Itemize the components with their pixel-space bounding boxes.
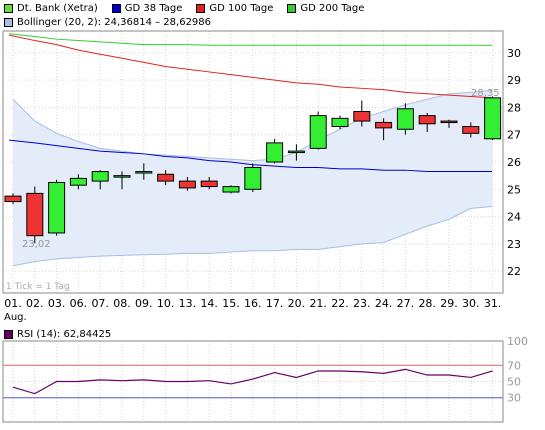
candle-body [48,181,66,234]
x-tick-label: 15. [222,297,240,310]
x-tick-label: 24. [375,297,393,310]
x-tick-label: 07. [91,297,109,310]
candle-body [287,150,305,154]
legend-gd100-swatch [196,3,206,13]
x-tick-labels: 01. 02. 03. 06. 07. 08. 09. 10. 13. 14. 15. 16. 17. 2… [4,297,501,310]
x-tick-label: 13. [179,297,197,310]
max-label: 28,35 [471,88,500,99]
candle-body [91,171,109,182]
y-tick-label: 27 [507,129,521,142]
rsi-tick-label: 100 [507,335,528,348]
y-tick-label: 24 [507,211,521,224]
legend-rsi-item: RSI (14): 62,84425 [4,329,111,340]
candle-body [331,117,349,128]
y-tick-label: 30 [507,47,521,60]
candle-body [135,171,153,174]
gd100-line [8,34,493,99]
candle-body [244,166,262,190]
candle-body [200,180,218,188]
bollinger-lower-line [12,205,493,267]
tick-note: 1 Tick = 1 Tag [6,282,70,292]
x-tick-label: 09. [135,297,153,310]
min-label: 23,02 [22,239,51,250]
y-tick-label: 22 [507,265,521,278]
candle-body [484,97,502,140]
x-tick-label: 23. [353,297,371,310]
candle-body [178,180,196,189]
gd200-line [8,33,492,46]
main-frame [2,30,504,294]
legend-gd38: GD 38 Tage [111,2,183,14]
rsi-panel: 30 50 70 100 [2,335,528,423]
candle-body [418,115,436,125]
bollinger-upper-line [12,89,493,162]
candle-body [462,126,480,134]
legend-rsi: RSI (14): 62,84425 [4,327,125,341]
x-tick-label: 06. [70,297,88,310]
legend-rsi-label: RSI (14): 62,84425 [17,328,112,340]
candles [4,96,502,244]
y-tick-labels: 22 23 24 25 26 27 28 29 30 [507,47,521,278]
x-tick-label: 21. [309,297,327,310]
candle-body [113,175,131,178]
legend-bollinger-swatch [4,17,13,27]
candle-body [157,173,175,182]
x-tick-label: 14. [200,297,218,310]
candle-body [375,121,393,129]
candle-body [396,108,414,130]
legend-bollinger-item: Bollinger (20, 2): 24,36814 – 28,62986 [4,17,211,28]
candle-body [69,177,87,186]
candle-body [26,192,44,237]
x-tick-label: 10. [157,297,175,310]
legend-gd100-label: GD 100 Tage [209,2,274,14]
legend-dt-bank: Dt. Bank (Xetra) [4,3,98,14]
candle-body [353,111,371,122]
candle-body [440,120,458,124]
rsi-tick-label: 50 [507,376,521,389]
legend-bollinger: Bollinger (20, 2): 24,36814 – 28,62986 [4,15,225,29]
x-tick-label: 16. [244,297,262,310]
x-tick-label: 31. [484,297,502,310]
main-labels: 1 Tick = 1 Tag 28,35 23,02 Aug. [4,88,500,323]
x-tick-label: 08. [113,297,131,310]
rsi-tick-label: 30 [507,392,521,405]
x-tick-label: 29. [440,297,458,310]
x-tick-label: 27. [397,297,415,310]
legend-gd38-label: GD 38 Tage [124,2,183,14]
rsi-series-line [12,368,493,395]
legend-main: Dt. Bank (Xetra) GD 38 Tage GD 100 Tage … [4,1,378,15]
y-tick-label: 29 [507,74,521,87]
legend-gd38-swatch [111,3,121,13]
rsi-tick-label: 70 [507,359,521,372]
x-tick-label: 28. [418,297,436,310]
x-tick-label: 30. [462,297,480,310]
legend-gd200-label: GD 200 Tage [300,2,365,14]
candle-body [222,186,240,193]
y-tick-label: 28 [507,101,521,114]
candle-body [309,115,327,149]
legend-gd200: GD 200 Tage [287,3,364,14]
x-tick-label: 20. [288,297,306,310]
candle-body [266,142,284,163]
y-tick-label: 25 [507,183,521,196]
legend-gd200-swatch [287,3,297,13]
rsi-frame [2,340,504,423]
legend-dt-bank-label: Dt. Bank (Xetra) [17,2,98,14]
x-tick-label: 03. [48,297,66,310]
candle-body [4,195,22,203]
x-tick-label: 02. [26,297,44,310]
legend-dt-bank-swatch [4,3,13,13]
legend-bollinger-label: Bollinger (20, 2): 24,36814 – 28,62986 [17,16,212,28]
x-tick-label: 01. [4,297,22,310]
month-label: Aug. [4,312,27,323]
x-tick-label: 17. [266,297,284,310]
x-tick-label: 22. [331,297,349,310]
plot-frame [2,30,504,294]
legend-rsi-swatch [4,329,13,339]
y-tick-label: 23 [507,238,521,251]
y-tick-label: 26 [507,156,521,169]
legend-gd100: GD 100 Tage [196,3,273,14]
